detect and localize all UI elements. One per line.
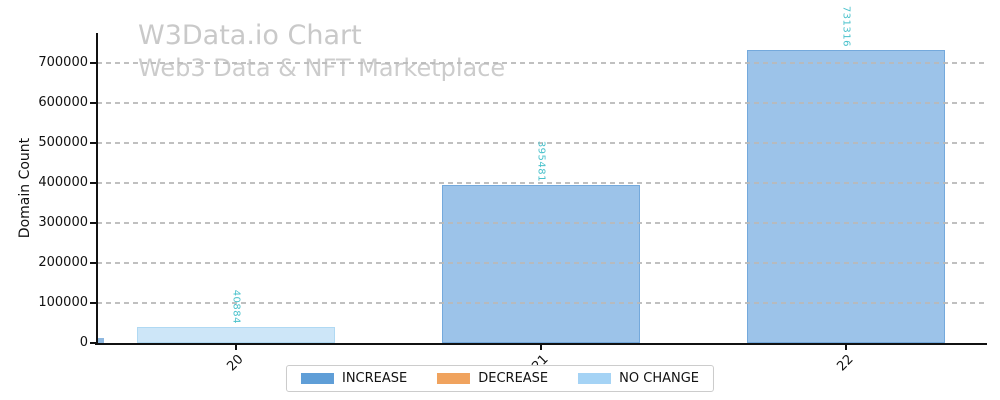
y-tick-mark	[90, 142, 97, 144]
y-axis-spine	[96, 33, 98, 345]
y-tick-label: 700000	[38, 55, 88, 70]
bar-value-label: 40884	[230, 289, 242, 324]
clipped-bar-at-origin	[97, 338, 104, 343]
y-tick-mark	[90, 262, 97, 264]
legend-item-no-change: NO CHANGE	[578, 371, 699, 386]
x-tick-label: 20	[224, 352, 247, 375]
watermark-subtitle: Web3 Data & NFT Marketplace	[138, 54, 506, 82]
x-tick-mark	[235, 345, 237, 350]
bar-22	[747, 50, 945, 343]
legend: INCREASE DECREASE NO CHANGE	[285, 365, 715, 392]
gridline	[97, 222, 985, 224]
legend-swatch	[300, 373, 334, 384]
gridline	[97, 182, 985, 184]
gridline	[97, 262, 985, 264]
legend-label: INCREASE	[341, 371, 408, 386]
legend-swatch	[437, 373, 471, 384]
y-tick-label: 100000	[38, 295, 88, 310]
x-axis-spine	[95, 343, 987, 345]
watermark-title: W3Data.io Chart	[138, 20, 362, 51]
y-tick-label: 500000	[38, 135, 88, 150]
legend-item-decrease: DECREASE	[437, 371, 548, 386]
gridline	[97, 102, 985, 104]
y-tick-label: 0	[79, 335, 88, 350]
bar-value-label: 731316	[840, 6, 852, 48]
bar-20	[137, 326, 335, 343]
x-tick-mark	[540, 345, 542, 350]
y-tick-mark	[90, 342, 97, 344]
y-tick-label: 200000	[38, 255, 88, 270]
gridline	[97, 302, 985, 304]
legend-swatch	[578, 373, 612, 384]
y-tick-mark	[90, 222, 97, 224]
gridline	[97, 142, 985, 144]
legend-label: NO CHANGE	[619, 371, 700, 386]
y-tick-mark	[90, 302, 97, 304]
gridline	[97, 62, 985, 64]
legend-item-increase: INCREASE	[300, 371, 408, 386]
legend-label: DECREASE	[478, 371, 549, 386]
y-tick-mark	[90, 182, 97, 184]
x-tick-mark	[845, 345, 847, 350]
y-tick-label: 600000	[38, 95, 88, 110]
y-tick-label: 300000	[38, 215, 88, 230]
bar-value-label: 395481	[535, 140, 547, 182]
y-tick-mark	[90, 62, 97, 64]
y-tick-label: 400000	[38, 175, 88, 190]
y-tick-mark	[90, 102, 97, 104]
x-tick-label: 22	[834, 352, 857, 375]
